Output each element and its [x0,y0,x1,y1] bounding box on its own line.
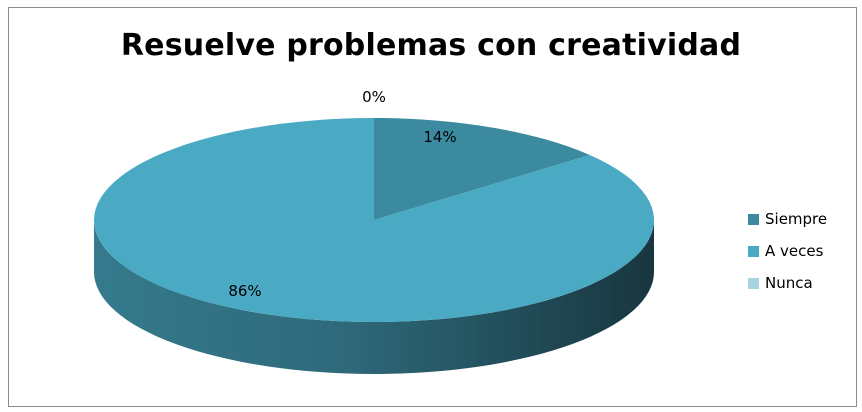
legend-swatch-nunca [748,277,759,289]
pie-slice-siempre [374,118,590,220]
legend: Siempre A veces Nunca [748,203,827,299]
legend-swatch-a-veces [748,245,759,257]
legend-label-nunca: Nunca [765,274,813,292]
legend-item-siempre: Siempre [748,203,827,235]
legend-item-a-veces: A veces [748,235,827,267]
legend-item-nunca: Nunca [748,267,827,299]
legend-label-siempre: Siempre [765,210,828,228]
pie-side-a-veces [94,220,654,374]
chart-title: Resuelve problemas con creatividad [120,28,742,63]
pie-slice-a-veces [94,118,655,322]
data-label-siempre: 14% [423,128,456,146]
legend-swatch-siempre [748,213,759,225]
data-label-a-veces: 86% [228,282,261,300]
data-label-nunca: 0% [362,88,386,106]
legend-label-a-veces: A veces [765,242,824,260]
